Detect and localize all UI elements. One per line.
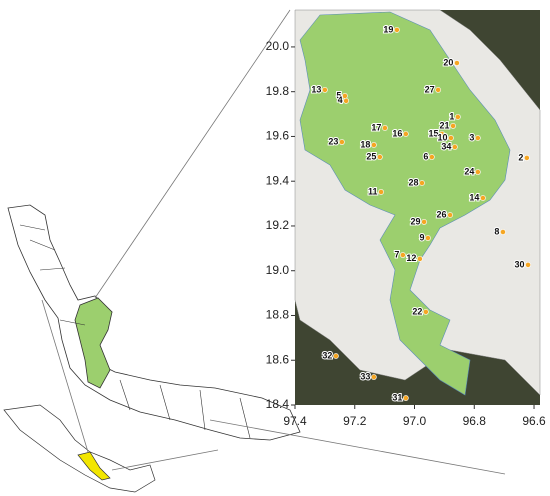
station-marker	[450, 123, 456, 129]
station-marker	[343, 97, 349, 104]
station-label: 22	[412, 306, 422, 316]
x-tick-label: 97.4	[283, 414, 307, 428]
station-label: 4	[338, 95, 343, 105]
x-tick-label: 97.0	[403, 414, 427, 428]
station-label: 14	[469, 192, 479, 202]
station-marker	[370, 142, 377, 148]
station-label: 31	[392, 392, 402, 402]
station-label: 21	[440, 120, 450, 130]
station-label: 34	[441, 141, 451, 151]
station-label: 11	[368, 186, 378, 196]
inset-axes: 18.4 18.6 18.8 19.0 19.2 19.4 19.6 19.8 20.0 97.4…	[266, 39, 546, 428]
station-marker	[454, 60, 460, 66]
y-tick-label: 19.2	[266, 218, 290, 232]
station-label: 19	[383, 24, 393, 34]
station-label: 10	[437, 132, 447, 142]
x-tick-label: 96.6	[522, 414, 546, 428]
station-marker	[376, 154, 383, 160]
station-label: 33	[360, 371, 370, 381]
station-label: 9	[419, 232, 424, 242]
inset-map	[294, 9, 541, 405]
station-label: 7	[394, 249, 399, 259]
station-label: 26	[437, 209, 447, 219]
station-marker	[439, 131, 445, 137]
station-marker	[525, 262, 531, 268]
station-marker	[402, 395, 409, 401]
station-marker	[523, 155, 530, 161]
station-label: 5	[336, 90, 341, 100]
station-marker	[435, 86, 442, 93]
state-map	[7, 204, 301, 441]
x-tick-label: 96.8	[463, 414, 487, 428]
station-label: 20	[443, 57, 453, 67]
station-marker	[422, 309, 429, 315]
station-marker	[480, 195, 486, 201]
station-label: 29	[411, 216, 421, 226]
station-label: 13	[311, 84, 321, 94]
station-marker	[402, 131, 409, 137]
station-label: 32	[322, 350, 332, 360]
station-label: 28	[408, 177, 418, 187]
y-tick-label: 18.8	[266, 308, 290, 322]
y-tick-label: 20.0	[266, 39, 290, 53]
station-marker	[370, 374, 377, 380]
station-label: 30	[515, 259, 525, 269]
y-tick-label: 19.8	[266, 84, 290, 98]
station-marker	[333, 353, 339, 359]
station-label: 16	[392, 128, 402, 138]
station-marker	[474, 169, 481, 175]
station-label: 27	[425, 84, 435, 94]
station-label: 25	[366, 151, 376, 161]
station-label: 8	[494, 226, 499, 236]
connector	[41, 9, 506, 475]
y-tick-label: 19.6	[266, 129, 290, 143]
y-tick-label: 18.6	[266, 352, 290, 366]
station-marker	[447, 212, 453, 218]
station-marker	[341, 93, 348, 99]
station-label: 23	[328, 136, 338, 146]
station-label: 12	[406, 253, 416, 263]
station-marker	[448, 135, 454, 141]
station-label: 17	[371, 122, 381, 132]
station-marker	[474, 135, 481, 141]
station-marker	[451, 144, 458, 150]
station-marker	[399, 252, 406, 258]
x-tick-label: 97.2	[343, 414, 367, 428]
station-marker	[393, 27, 400, 33]
station-marker	[321, 86, 328, 93]
station-marker	[378, 189, 384, 195]
station-label: 1	[449, 111, 454, 121]
y-tick-label: 19.0	[266, 263, 290, 277]
station-label: 3	[469, 132, 474, 142]
y-tick-label: 19.4	[266, 173, 290, 187]
station-label: 2	[518, 152, 523, 162]
station-marker	[339, 139, 345, 145]
station-label: 24	[464, 166, 474, 176]
station-label: 15	[428, 128, 438, 138]
station-marker	[416, 255, 423, 262]
country-map	[3, 404, 156, 493]
station-marker	[419, 180, 425, 186]
station-marker	[425, 235, 431, 241]
station-marker	[382, 125, 388, 131]
y-tick-label: 18.4	[266, 397, 290, 411]
station-marker	[428, 154, 435, 160]
station-label: 6	[423, 151, 428, 161]
station-marker	[500, 229, 506, 235]
station-marker	[454, 114, 461, 120]
station-marker	[421, 219, 427, 225]
station-label: 18	[360, 139, 370, 149]
